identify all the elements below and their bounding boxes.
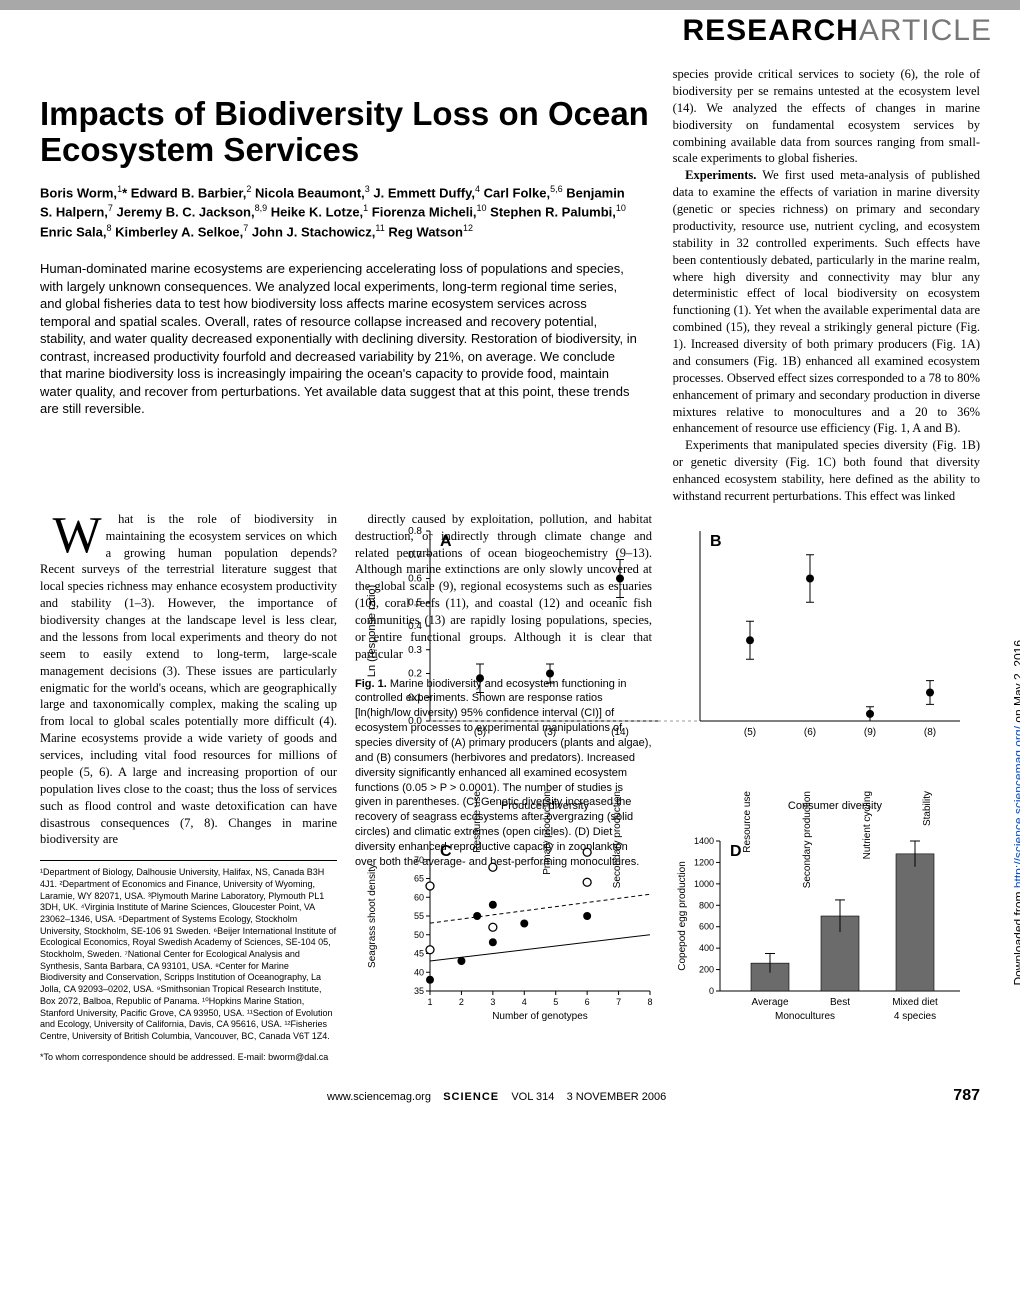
svg-text:45: 45: [414, 948, 424, 958]
footer-journal: SCIENCE: [443, 1091, 499, 1103]
svg-text:70: 70: [414, 855, 424, 865]
figure1-chart-column: 0.00.10.20.30.40.50.60.70.8Ln (response …: [670, 511, 980, 1063]
svg-text:3: 3: [490, 997, 495, 1007]
svg-text:(5): (5): [744, 727, 756, 738]
svg-text:35: 35: [414, 986, 424, 996]
svg-text:50: 50: [414, 930, 424, 940]
svg-text:5: 5: [553, 997, 558, 1007]
svg-text:0.5: 0.5: [408, 597, 422, 608]
svg-text:60: 60: [414, 892, 424, 902]
abstract: Human-dominated marine ecosystems are ex…: [40, 260, 640, 418]
article-title: Impacts of Biodiversity Loss on Ocean Ec…: [40, 96, 655, 169]
svg-text:600: 600: [699, 921, 714, 931]
svg-text:(3): (3): [544, 727, 556, 738]
svg-text:0.3: 0.3: [408, 645, 422, 656]
svg-text:Monocultures: Monocultures: [775, 1011, 835, 1022]
footer-url: www.sciencemag.org: [327, 1091, 431, 1103]
svg-text:2: 2: [459, 997, 464, 1007]
svg-text:(14): (14): [611, 727, 629, 738]
right-column-intro: species provide critical services to soc…: [673, 66, 980, 505]
body-column-1: What is the role of biodiversity in main…: [40, 511, 337, 1063]
svg-text:Resource use: Resource use: [472, 790, 483, 852]
body-col3a: species provide critical services to soc…: [673, 66, 980, 167]
svg-text:4: 4: [522, 997, 527, 1007]
svg-text:B: B: [710, 533, 722, 550]
svg-text:(8): (8): [924, 727, 936, 738]
body-col3c: Experiments that manipulated species div…: [673, 437, 980, 505]
svg-text:0.1: 0.1: [408, 692, 422, 703]
svg-text:Secondary production: Secondary production: [612, 791, 623, 888]
figure1-chart: 0.0 0.1 0.2 0.3 0.4 0.5 0.6 0.7 0.8 Ln (response …: [360, 511, 980, 1031]
svg-text:0.8: 0.8: [408, 526, 422, 537]
svg-text:Resource use: Resource use: [742, 790, 753, 852]
svg-text:6: 6: [585, 997, 590, 1007]
svg-text:1400: 1400: [694, 836, 714, 846]
footer-date: 3 NOVEMBER 2006: [567, 1091, 667, 1103]
banner-light: ARTICLE: [859, 14, 992, 47]
svg-text:65: 65: [414, 873, 424, 883]
svg-text:(9): (9): [864, 727, 876, 738]
download-notice: Downloaded from http://science.sciencema…: [1012, 640, 1020, 986]
svg-text:55: 55: [414, 911, 424, 921]
page-number: 787: [953, 1087, 980, 1105]
svg-text:0.6: 0.6: [408, 573, 422, 584]
svg-text:0: 0: [709, 986, 714, 996]
affiliations: ¹Department of Biology, Dalhousie Univer…: [40, 860, 337, 1042]
page-footer: www.sciencemag.org SCIENCE VOL 314 3 NOV…: [0, 1079, 1020, 1115]
svg-text:1: 1: [427, 997, 432, 1007]
experiments-heading: Experiments.: [685, 168, 756, 182]
svg-text:1000: 1000: [694, 879, 714, 889]
svg-text:400: 400: [699, 943, 714, 953]
svg-text:0.7: 0.7: [408, 550, 422, 561]
svg-text:Consumer diversity: Consumer diversity: [788, 800, 883, 812]
svg-text:Average: Average: [751, 997, 789, 1008]
svg-text:7: 7: [616, 997, 621, 1007]
body-col3b: Experiments. We first used meta-analysis…: [673, 167, 980, 437]
svg-text:40: 40: [414, 967, 424, 977]
svg-text:Producer diversity: Producer diversity: [501, 800, 590, 812]
svg-text:Copepod egg production: Copepod egg production: [677, 861, 688, 971]
svg-text:A: A: [440, 533, 452, 550]
svg-text:Stability: Stability: [922, 791, 933, 826]
svg-text:200: 200: [699, 964, 714, 974]
svg-text:D: D: [730, 843, 742, 860]
svg-text:1200: 1200: [694, 857, 714, 867]
footer-vol: VOL 314: [511, 1091, 554, 1103]
svg-text:0.4: 0.4: [408, 621, 422, 632]
svg-text:(6): (6): [804, 727, 816, 738]
svg-text:Number of genotypes: Number of genotypes: [492, 1011, 588, 1022]
dropcap: W: [40, 511, 106, 557]
svg-text:Mixed diet: Mixed diet: [892, 997, 938, 1008]
correspondence: *To whom correspondence should be addres…: [40, 1051, 337, 1063]
svg-text:8: 8: [647, 997, 652, 1007]
svg-text:4 species: 4 species: [894, 1011, 936, 1022]
header-bar: [0, 0, 1020, 10]
svg-text:Best: Best: [830, 997, 850, 1008]
svg-text:C: C: [440, 843, 452, 860]
svg-text:Seagrass shoot density: Seagrass shoot density: [367, 864, 378, 968]
svg-text:800: 800: [699, 900, 714, 910]
svg-text:Ln (response ratio): Ln (response ratio): [366, 585, 378, 677]
svg-text:(5): (5): [474, 727, 486, 738]
body-col1a: hat is the role of biodiversity in maint…: [40, 512, 337, 847]
svg-text:0.0: 0.0: [408, 716, 422, 727]
download-link[interactable]: http://science.sciencemag.org/: [1012, 726, 1020, 888]
banner-bold: RESEARCH: [682, 14, 858, 47]
svg-text:0.2: 0.2: [408, 668, 422, 679]
authors: Boris Worm,1* Edward B. Barbier,2 Nicola…: [40, 183, 640, 242]
research-banner: RESEARCHARTICLE: [0, 14, 1020, 56]
